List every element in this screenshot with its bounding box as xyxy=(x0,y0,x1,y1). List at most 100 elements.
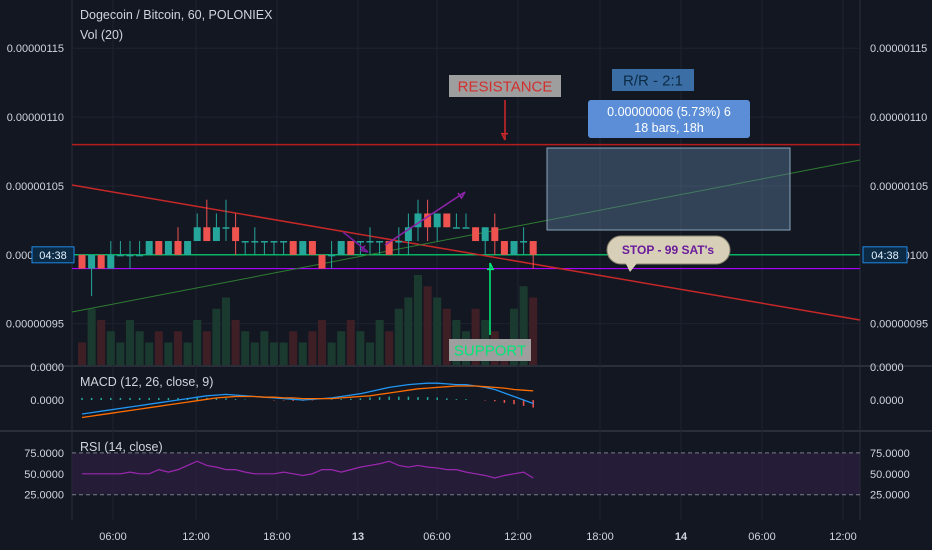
candle xyxy=(366,227,374,255)
volume-bar xyxy=(212,308,221,365)
volume-bar xyxy=(87,308,96,365)
candle-body xyxy=(404,227,412,242)
volume-bar xyxy=(337,331,346,365)
candle-body xyxy=(222,227,230,229)
price-tick-label-left: 0.00000110 xyxy=(7,112,64,124)
volume-bar xyxy=(222,297,230,365)
candle xyxy=(404,213,412,255)
price-tick-label-left: 0.00000115 xyxy=(7,43,64,55)
candle xyxy=(337,241,345,255)
signal-line xyxy=(81,385,534,419)
candle xyxy=(126,241,134,269)
candle xyxy=(472,227,480,242)
support-box xyxy=(449,339,531,361)
volume-bar xyxy=(414,275,422,365)
target-zone-box xyxy=(546,147,791,231)
candle xyxy=(520,227,528,255)
measure-line1: 0.00000006 (5.73%) 6 xyxy=(607,105,731,119)
candle-body xyxy=(433,213,441,228)
candle-body xyxy=(385,241,393,255)
support-arrow-head xyxy=(486,262,495,271)
candle xyxy=(289,241,297,255)
rsi-pane xyxy=(72,452,860,496)
macd-pane xyxy=(81,382,534,419)
candle-body xyxy=(241,241,249,243)
drawing-overlays xyxy=(71,143,861,321)
candle-body xyxy=(212,227,220,242)
price-tag-left xyxy=(31,246,75,264)
volume-bar xyxy=(202,331,211,365)
volume-bar xyxy=(250,342,259,365)
candles[interactable] xyxy=(78,199,537,297)
candle-body xyxy=(232,227,240,242)
resistance-box xyxy=(449,75,561,97)
candle xyxy=(328,241,336,269)
candle xyxy=(280,241,288,255)
candle-body xyxy=(88,254,96,269)
volume-bar xyxy=(375,320,384,365)
candle-body xyxy=(481,227,489,242)
current-time-label: 04:38 xyxy=(871,250,899,262)
volume-bar xyxy=(423,286,432,365)
candle xyxy=(376,241,384,255)
candle-body xyxy=(260,241,268,243)
macd-tick-right: 0.0000 xyxy=(870,362,904,374)
volume-bar xyxy=(327,342,336,365)
measure-callout-box xyxy=(588,100,750,138)
candle-body xyxy=(280,241,288,243)
candle-body xyxy=(318,254,326,269)
volume-bar xyxy=(164,342,173,365)
volume-bar xyxy=(183,342,192,365)
candle xyxy=(433,213,441,242)
candle-body xyxy=(164,241,172,255)
price-tick-label-right: 0.00000095 xyxy=(870,319,928,331)
candle-body xyxy=(155,241,163,255)
candle-body xyxy=(356,241,364,243)
macd-tick-left: 0.0000 xyxy=(30,362,64,374)
candle xyxy=(193,213,201,242)
volume-bar xyxy=(193,320,202,365)
symbol-title: Dogecoin / Bitcoin, 60, POLONIEX xyxy=(80,8,273,22)
resistance-arrow-head xyxy=(500,132,509,141)
volume-bar xyxy=(519,286,528,365)
candle-body xyxy=(193,227,201,242)
volume-bar xyxy=(366,342,374,365)
candle xyxy=(414,199,422,242)
candle-body xyxy=(203,227,211,242)
time-tick-label: 06:00 xyxy=(748,531,776,543)
volume-bar xyxy=(174,331,182,365)
candle xyxy=(164,241,172,255)
volume-bar xyxy=(433,297,442,365)
candle xyxy=(184,241,192,255)
candle-body xyxy=(337,241,345,255)
volume-bar xyxy=(356,331,365,365)
macd-line xyxy=(81,382,534,415)
rsi-label: RSI (14, close) xyxy=(80,440,163,454)
volume-bar xyxy=(154,331,163,365)
volume-bar xyxy=(106,331,115,365)
time-tick-label: 18:00 xyxy=(586,531,614,543)
candle xyxy=(232,213,240,255)
candle xyxy=(481,227,489,255)
resistance-label: RESISTANCE xyxy=(458,78,553,95)
volume-bar xyxy=(308,331,317,365)
volume-bars xyxy=(78,275,538,365)
candle-body xyxy=(289,241,297,255)
volume-bar xyxy=(529,297,538,365)
candle xyxy=(308,241,316,255)
volume-bar xyxy=(145,342,154,365)
candle xyxy=(212,213,220,242)
candle-body xyxy=(107,254,115,269)
annotations: 04:38 04:38 RESISTANCE SUPPORT R/R - 2:1 0.00… xyxy=(31,69,908,361)
candle xyxy=(260,241,268,255)
macd-label: MACD (12, 26, close, 9) xyxy=(80,375,214,389)
rsi-tick-right: 75.0000 xyxy=(870,448,910,460)
rsi-tick-left: 50.0000 xyxy=(24,469,64,481)
rsi-line xyxy=(82,460,534,479)
volume-bar xyxy=(385,331,394,365)
candle xyxy=(116,241,124,257)
stop-label: STOP - 99 SAT's xyxy=(622,243,715,257)
breakout-arrow-head xyxy=(457,191,466,200)
candle-body xyxy=(520,241,528,243)
